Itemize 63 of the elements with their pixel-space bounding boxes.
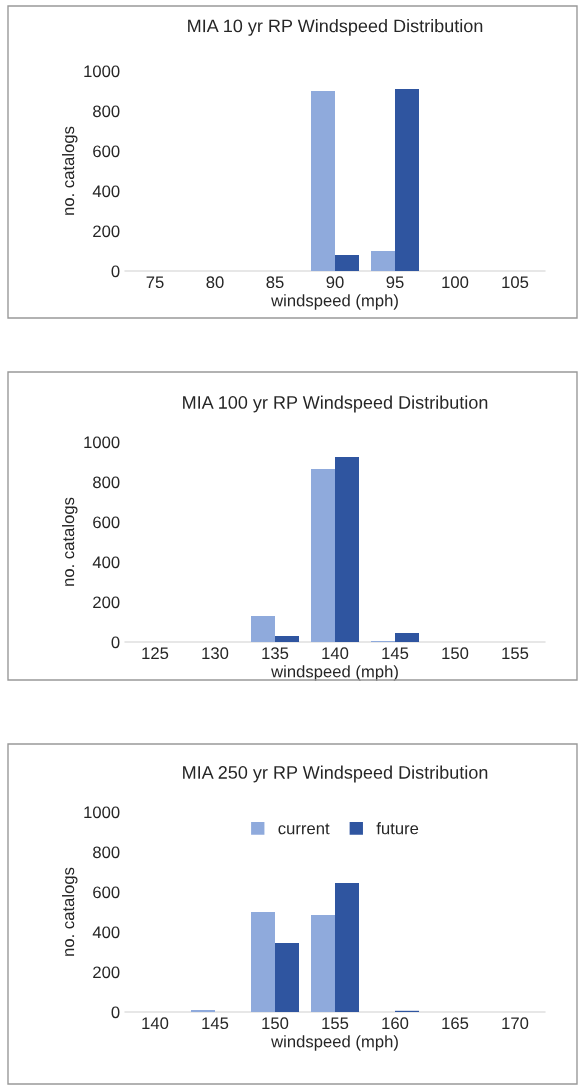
x-tick-label: 135 xyxy=(262,647,289,660)
x-tick-label: 145 xyxy=(202,1017,229,1030)
x-tick-label: 105 xyxy=(502,276,529,289)
x-tick-label: 95 xyxy=(386,276,404,289)
bar xyxy=(395,89,419,271)
x-tick-label: 130 xyxy=(202,647,229,660)
chart-title: MIA 10 yr RP Windspeed Distribution xyxy=(188,19,483,36)
bar xyxy=(275,943,299,1012)
y-tick-label: 200 xyxy=(93,225,120,238)
y-tick-label: 600 xyxy=(93,516,120,529)
bar xyxy=(311,469,335,642)
x-tick-label: 150 xyxy=(262,1017,289,1030)
x-tick-label: 155 xyxy=(322,1017,349,1030)
bar xyxy=(311,915,335,1012)
x-tick-label: 155 xyxy=(502,647,529,660)
bar xyxy=(335,883,359,1012)
bar xyxy=(335,457,359,642)
bar xyxy=(251,616,275,642)
y-tick-label: 800 xyxy=(93,105,120,118)
bar xyxy=(371,251,395,271)
y-tick-label: 400 xyxy=(92,556,120,569)
y-tick-label: 400 xyxy=(92,926,120,939)
x-tick-label: 165 xyxy=(442,1017,469,1030)
bar xyxy=(395,633,419,642)
y-axis-title: no. catalogs xyxy=(61,126,78,215)
y-axis-title: no. catalogs xyxy=(61,867,78,956)
bar xyxy=(335,255,359,271)
x-tick-label: 160 xyxy=(382,1017,409,1030)
x-axis-title: windspeed (mph) xyxy=(271,294,398,310)
bar xyxy=(275,636,299,642)
y-tick-label: 800 xyxy=(93,476,120,489)
x-axis-title: windspeed (mph) xyxy=(271,665,398,681)
y-tick-label: 0 xyxy=(111,1006,120,1019)
y-tick-label: 600 xyxy=(93,886,120,899)
x-tick-label: 90 xyxy=(326,276,344,289)
x-tick-label: 100 xyxy=(442,276,469,289)
y-tick-label: 600 xyxy=(93,145,120,158)
y-tick-label: 800 xyxy=(93,846,120,859)
y-tick-label: 1000 xyxy=(84,65,120,78)
x-tick-label: 145 xyxy=(382,647,409,660)
x-tick-label: 75 xyxy=(146,276,164,289)
y-tick-label: 400 xyxy=(92,185,120,198)
x-tick-label: 125 xyxy=(142,647,169,660)
bar xyxy=(311,91,335,271)
y-tick-label: 1000 xyxy=(84,436,120,449)
legend-label: current xyxy=(278,823,330,835)
y-tick-label: 200 xyxy=(93,966,120,979)
x-tick-label: 170 xyxy=(502,1017,529,1030)
chart-title: MIA 250 yr RP Windspeed Distribution xyxy=(183,765,488,783)
x-tick-label: 140 xyxy=(142,1017,169,1030)
x-tick-label: 80 xyxy=(206,276,224,289)
x-tick-label: 150 xyxy=(442,647,469,660)
x-tick-label: 140 xyxy=(322,647,349,660)
chart-title: MIA 100 yr RP Windspeed Distribution xyxy=(183,395,488,413)
x-tick-label: 85 xyxy=(266,276,284,289)
x-axis-title: windspeed (mph) xyxy=(271,1035,398,1051)
y-tick-label: 0 xyxy=(111,636,120,649)
y-tick-label: 0 xyxy=(111,265,120,278)
y-axis-title: no. catalogs xyxy=(61,497,78,586)
bar xyxy=(251,912,275,1012)
y-tick-label: 1000 xyxy=(84,806,120,819)
y-tick-label: 200 xyxy=(93,596,120,609)
legend-label: future xyxy=(376,822,419,835)
